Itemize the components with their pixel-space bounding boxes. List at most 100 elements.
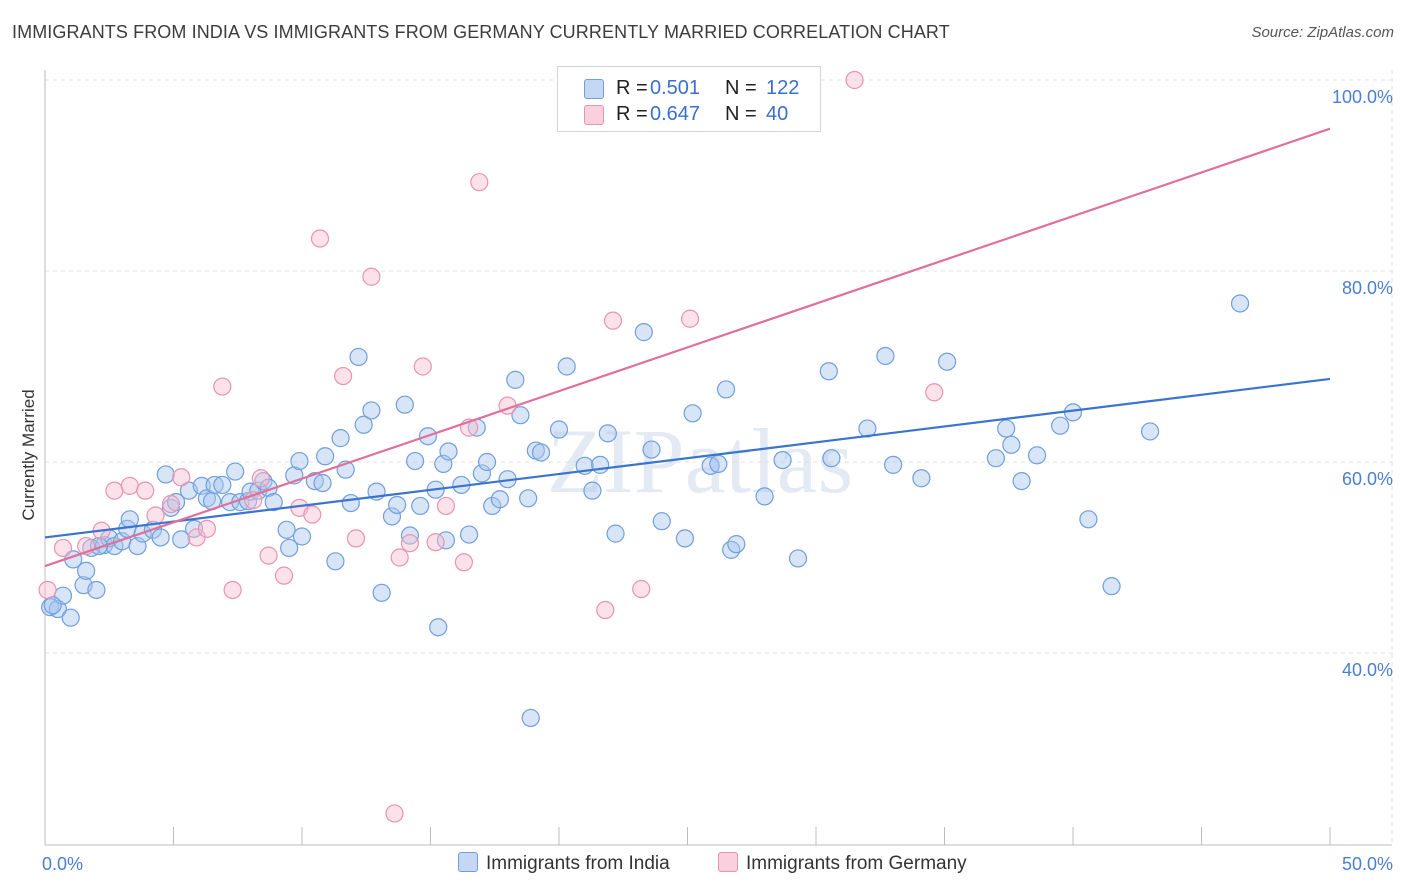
- india-point: [521, 708, 540, 728]
- legend-row-germany: R = 0.647 N = 40: [558, 101, 820, 129]
- india-point: [472, 464, 491, 483]
- india-point: [788, 549, 808, 568]
- india-point: [292, 527, 312, 546]
- y-tick-label: 60.0%: [1342, 469, 1393, 489]
- watermark: ZIPatlas: [547, 410, 854, 512]
- india-point: [439, 442, 458, 461]
- stats-legend: R = 0.501 N = 122 R = 0.647 N = 40: [557, 66, 821, 132]
- india-swatch: [584, 79, 604, 99]
- germany-point: [259, 546, 278, 565]
- y-tick-labels: 40.0% 60.0% 80.0% 100.0%: [1332, 87, 1393, 680]
- india-point: [1027, 446, 1047, 465]
- india-point: [87, 580, 106, 600]
- germany-point: [120, 476, 139, 495]
- india-point: [722, 540, 741, 559]
- india-point: [606, 524, 625, 543]
- india-n-label: N =: [725, 77, 757, 99]
- germany-point: [362, 267, 381, 286]
- germany-point: [346, 529, 366, 548]
- india-point: [819, 362, 838, 381]
- india-trendline: [44, 377, 1331, 539]
- india-point: [1079, 510, 1098, 529]
- germany-point: [925, 383, 944, 402]
- germany-r-label: R =: [616, 103, 648, 125]
- y-tick-label: 100.0%: [1332, 87, 1393, 107]
- y-tick-label: 80.0%: [1342, 278, 1393, 298]
- india-point: [1102, 577, 1121, 596]
- india-point: [341, 493, 360, 513]
- india-point: [773, 450, 792, 470]
- germany-point: [274, 566, 294, 585]
- india-point: [400, 526, 420, 545]
- india-point: [151, 528, 170, 547]
- india-point: [912, 469, 931, 488]
- india-r-label: R =: [616, 77, 648, 99]
- india-point: [477, 452, 497, 472]
- germany-point: [385, 804, 404, 823]
- india-point: [727, 535, 746, 554]
- india-point: [331, 429, 350, 448]
- germany-point: [596, 600, 615, 620]
- axes: [44, 70, 1392, 846]
- india-point: [161, 498, 181, 517]
- source-credit: Source: ZipAtlas.com: [1251, 24, 1394, 41]
- india-point: [519, 489, 538, 508]
- germany-swatch: [584, 105, 604, 125]
- india-point: [1051, 416, 1070, 435]
- india-point: [506, 370, 525, 389]
- india-point: [313, 473, 332, 493]
- germany-point: [436, 496, 456, 516]
- germany-point: [172, 468, 191, 487]
- germany-point: [136, 481, 155, 500]
- india-point: [77, 561, 96, 580]
- india-point: [997, 419, 1016, 438]
- india-point: [1002, 435, 1021, 454]
- germany-point: [426, 533, 445, 552]
- legend-item-germany: Immigrants from Germany: [718, 852, 967, 878]
- india-point: [822, 449, 841, 468]
- india-point: [937, 352, 957, 371]
- india-point: [213, 475, 232, 495]
- india-point: [372, 583, 391, 602]
- germany-point: [390, 548, 409, 567]
- india-point: [591, 455, 610, 474]
- india-point: [387, 495, 407, 515]
- india-point: [326, 552, 345, 571]
- india-legend-swatch: [458, 852, 478, 872]
- india-point: [459, 525, 479, 544]
- germany-point: [38, 580, 57, 600]
- germany-trendline: [44, 127, 1331, 568]
- germany-point: [213, 377, 232, 396]
- india-point: [226, 462, 245, 481]
- india-point: [531, 443, 551, 462]
- india-point: [280, 538, 299, 558]
- germany-legend-label: Immigrants from Germany: [746, 853, 967, 874]
- india-point: [883, 455, 903, 474]
- india-point: [277, 520, 296, 539]
- germany-point: [454, 553, 474, 572]
- india-point: [405, 451, 425, 471]
- india-point: [382, 507, 402, 526]
- india-point: [755, 487, 774, 506]
- y-tick-label: 40.0%: [1342, 660, 1393, 680]
- legend-item-india: Immigrants from India: [458, 852, 670, 878]
- india-point: [290, 451, 309, 471]
- germany-point: [146, 506, 165, 525]
- india-point: [411, 496, 430, 516]
- germany-point: [53, 538, 73, 558]
- india-point: [716, 380, 736, 399]
- india-point: [709, 454, 728, 474]
- india-point: [1012, 472, 1031, 491]
- germany-point: [413, 357, 432, 376]
- india-point: [264, 493, 283, 512]
- germany-point: [310, 229, 330, 248]
- germany-point: [105, 481, 124, 500]
- india-point: [316, 447, 335, 466]
- legend-row-india: R = 0.501 N = 122: [558, 75, 820, 103]
- germany-r-value: 0.647: [650, 103, 701, 125]
- india-point: [549, 420, 569, 439]
- india-point: [598, 424, 617, 443]
- india-point: [172, 530, 191, 549]
- x-tick-label: 0.0%: [42, 854, 83, 874]
